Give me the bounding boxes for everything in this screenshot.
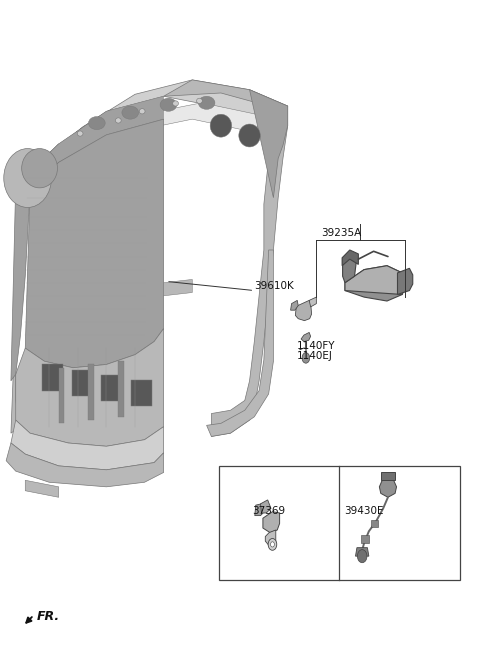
Polygon shape — [16, 328, 164, 446]
Circle shape — [271, 542, 275, 547]
Polygon shape — [72, 370, 93, 396]
Polygon shape — [265, 530, 276, 546]
Ellipse shape — [122, 106, 139, 119]
Text: 37369: 37369 — [252, 507, 285, 516]
Ellipse shape — [77, 131, 83, 136]
Ellipse shape — [173, 101, 179, 106]
Polygon shape — [263, 512, 280, 533]
Bar — [361, 535, 369, 543]
Ellipse shape — [239, 124, 260, 147]
Polygon shape — [342, 250, 359, 265]
Polygon shape — [88, 365, 94, 420]
Polygon shape — [30, 97, 164, 191]
Polygon shape — [11, 171, 30, 381]
Polygon shape — [59, 102, 264, 162]
Polygon shape — [345, 265, 402, 294]
Polygon shape — [343, 251, 357, 283]
Ellipse shape — [198, 97, 215, 109]
Polygon shape — [345, 265, 406, 301]
Circle shape — [302, 353, 310, 363]
Polygon shape — [21, 144, 63, 198]
Polygon shape — [131, 380, 152, 406]
Circle shape — [268, 539, 277, 551]
Polygon shape — [397, 268, 413, 294]
Text: FR.: FR. — [37, 610, 60, 623]
Polygon shape — [379, 480, 396, 497]
Polygon shape — [11, 420, 164, 470]
Ellipse shape — [88, 116, 105, 129]
Polygon shape — [11, 144, 59, 433]
Ellipse shape — [22, 148, 58, 188]
Polygon shape — [301, 332, 311, 342]
Circle shape — [358, 550, 367, 562]
Polygon shape — [164, 80, 288, 436]
Text: 39430E: 39430E — [344, 507, 384, 516]
Ellipse shape — [4, 148, 51, 208]
Bar — [218, 466, 459, 580]
Ellipse shape — [116, 118, 121, 123]
Text: 39235A: 39235A — [321, 228, 361, 238]
Polygon shape — [164, 279, 192, 296]
Polygon shape — [295, 300, 312, 321]
Polygon shape — [356, 548, 369, 556]
Polygon shape — [255, 504, 264, 516]
Polygon shape — [21, 80, 288, 186]
Polygon shape — [290, 300, 298, 310]
Polygon shape — [381, 472, 395, 480]
Ellipse shape — [160, 98, 177, 111]
Polygon shape — [42, 365, 63, 391]
Text: 1140EJ: 1140EJ — [297, 351, 333, 361]
Polygon shape — [309, 297, 316, 307]
Polygon shape — [25, 480, 59, 497]
Ellipse shape — [139, 108, 145, 114]
Bar — [371, 520, 378, 528]
Polygon shape — [25, 119, 164, 368]
Polygon shape — [250, 90, 288, 198]
Ellipse shape — [197, 98, 202, 103]
Polygon shape — [261, 500, 271, 513]
Ellipse shape — [210, 114, 232, 137]
Text: 1140FY: 1140FY — [297, 341, 336, 351]
Polygon shape — [118, 361, 123, 417]
Text: 39610K: 39610K — [254, 281, 294, 290]
Polygon shape — [206, 250, 274, 436]
Polygon shape — [101, 375, 122, 401]
Polygon shape — [59, 368, 64, 423]
Polygon shape — [6, 443, 164, 487]
